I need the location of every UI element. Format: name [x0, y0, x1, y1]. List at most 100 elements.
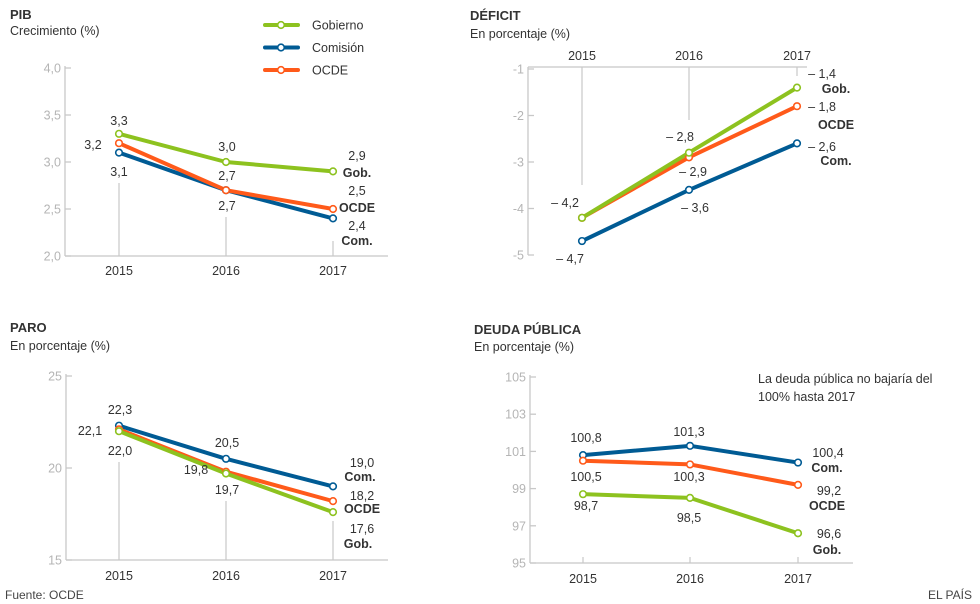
legend: Gobierno Comisión OCDE — [263, 19, 364, 78]
data-label: – 3,6 — [681, 201, 709, 215]
data-point — [793, 529, 803, 538]
data-point — [685, 441, 695, 450]
legend-marker — [276, 65, 286, 75]
series-end-label: Com. — [344, 470, 375, 484]
data-label: 3,2 — [84, 138, 101, 152]
data-label: 19,8 — [184, 463, 208, 477]
annotation-text: La deuda pública no bajaría del — [758, 372, 932, 386]
data-point — [578, 490, 588, 499]
data-label: 98,7 — [574, 499, 598, 513]
data-point — [114, 129, 124, 138]
x-tick-label: 2017 — [784, 572, 812, 586]
data-label: 2,5 — [348, 184, 365, 198]
data-point — [328, 214, 338, 223]
x-tick-label: 2017 — [319, 264, 347, 278]
y-tick-label: 15 — [48, 554, 62, 568]
legend-label: OCDE — [312, 64, 348, 78]
data-label: 3,3 — [110, 114, 127, 128]
chart-title: DÉFICIT — [470, 8, 521, 23]
data-label: 2,9 — [348, 149, 365, 163]
series-end-label: Gob. — [344, 537, 372, 551]
x-tick-label: 2015 — [568, 49, 596, 63]
data-point — [328, 482, 338, 491]
y-tick-label: 4,0 — [44, 62, 61, 76]
data-label: – 1,4 — [808, 67, 836, 81]
x-tick-label: 2017 — [783, 49, 811, 63]
series-end-label: OCDE — [339, 201, 375, 215]
data-point — [114, 427, 124, 436]
x-tick-label: 2016 — [675, 49, 703, 63]
data-point — [328, 508, 338, 517]
source-note: Fuente: OCDE — [5, 588, 84, 602]
data-label: – 2,9 — [679, 165, 707, 179]
data-point — [685, 460, 695, 469]
data-label: 100,3 — [673, 470, 704, 484]
data-label: 22,1 — [78, 424, 102, 438]
data-point — [684, 185, 694, 194]
data-label: 96,6 — [817, 527, 841, 541]
data-point — [792, 139, 802, 148]
x-tick-label: 2017 — [319, 569, 347, 583]
series-end-label: OCDE — [344, 502, 380, 516]
data-label: 22,3 — [108, 403, 132, 417]
panel-paro: PARO En porcentaje (%) 15 20 25 2015 2016 2017 2… — [10, 320, 388, 583]
x-tick-label: 2015 — [105, 264, 133, 278]
data-label: – 2,8 — [666, 130, 694, 144]
data-label: 19,0 — [350, 456, 374, 470]
y-tick-label: -2 — [513, 109, 524, 123]
data-point — [221, 186, 231, 195]
data-label: 18,2 — [350, 489, 374, 503]
legend-marker — [276, 43, 286, 52]
x-tick-label: 2015 — [569, 572, 597, 586]
data-point — [793, 458, 803, 467]
x-tick-label: 2016 — [212, 264, 240, 278]
data-point — [328, 204, 338, 214]
data-point — [578, 456, 588, 465]
chart-subtitle: En porcentaje (%) — [474, 340, 574, 354]
data-point — [328, 167, 338, 176]
y-tick-label: 101 — [505, 445, 526, 459]
data-point — [793, 480, 803, 489]
data-label: 20,5 — [215, 436, 239, 450]
y-tick-label: 3,5 — [44, 109, 61, 123]
data-point — [221, 469, 231, 478]
data-label: 101,3 — [673, 425, 704, 439]
y-tick-label: 2,0 — [44, 250, 61, 264]
data-point — [792, 83, 802, 92]
x-tick-label: 2016 — [676, 572, 704, 586]
data-label: 100,8 — [570, 431, 601, 445]
data-point — [685, 493, 695, 503]
data-label: – 4,7 — [556, 252, 584, 266]
data-label: – 1,8 — [808, 100, 836, 114]
y-tick-label: -1 — [513, 63, 524, 77]
y-tick-label: -3 — [513, 156, 524, 170]
y-tick-label: -4 — [513, 202, 524, 216]
series-end-label: OCDE — [809, 499, 845, 513]
data-point — [577, 213, 587, 222]
y-tick-label: 103 — [505, 408, 526, 422]
chart-title: PIB — [10, 7, 32, 22]
data-point — [792, 102, 802, 111]
series-end-label: Gob. — [813, 543, 841, 557]
series-end-label: Com. — [820, 154, 851, 168]
panel-pib: PIB Crecimiento (%) 2,0 2,5 3,0 3,5 4,0 2015 201… — [10, 7, 388, 278]
data-point — [577, 236, 587, 246]
data-point — [328, 497, 338, 506]
chart-title: PARO — [10, 320, 47, 335]
data-label: 19,7 — [215, 483, 239, 497]
chart-subtitle: En porcentaje (%) — [10, 339, 110, 353]
data-label: – 2,6 — [808, 140, 836, 154]
y-tick-label: 97 — [512, 519, 526, 533]
y-tick-label: -5 — [513, 249, 524, 263]
data-point — [114, 148, 124, 157]
data-label: 2,7 — [218, 169, 235, 183]
series-end-label: OCDE — [818, 118, 854, 132]
data-label: 100,5 — [570, 470, 601, 484]
brand-label: EL PAÍS — [928, 587, 972, 602]
series-end-label: Gob. — [822, 82, 850, 96]
data-label: 100,4 — [812, 446, 843, 460]
series-end-label: Com. — [341, 234, 372, 248]
x-tick-label: 2015 — [105, 569, 133, 583]
legend-label: Gobierno — [312, 19, 363, 33]
